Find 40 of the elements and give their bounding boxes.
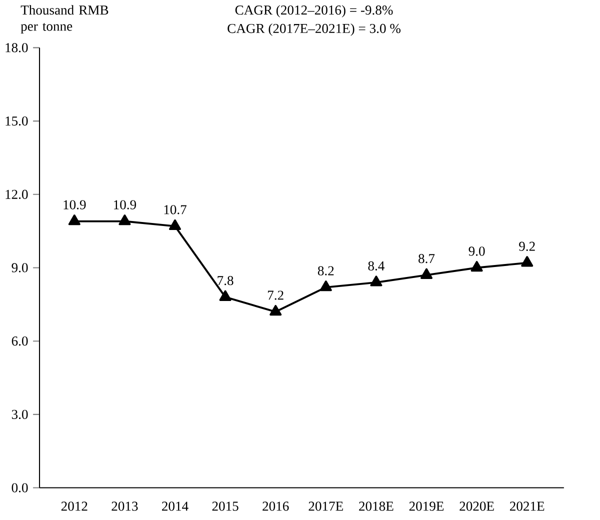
data-label: 7.2 [268,290,284,300]
x-tick-label: 2021E [510,502,544,511]
x-tick-label: 2017E [308,502,343,511]
x-tick-label: 2019E [409,502,444,511]
point [118,214,131,226]
y-tick-label: 3.0 [12,410,28,420]
x-tick-label: 2012 [61,502,88,511]
data-label: 10.9 [114,200,136,210]
point [420,268,433,280]
data-label: 9.0 [468,246,485,256]
data-label: 9.2 [519,242,535,252]
y-tick-label: 9.0 [12,263,28,273]
y-axis-title: Thousand RMB per tonne [20,5,108,34]
x-tick-label: 2020E [460,502,494,511]
point [68,214,80,226]
x-tick-label: 2018E [359,502,394,511]
point [470,261,483,272]
data-label: 10.9 [64,200,86,210]
y-tick-label: 15.0 [6,116,28,126]
y-tick-label: 0.0 [12,483,28,493]
y-tick-label: 12.0 [6,190,28,200]
data-label: 7.8 [218,276,234,286]
point [320,280,332,292]
x-tick-label: 2016 [262,502,289,511]
point [219,290,232,302]
text: CAGR (2012–2016) = -9.8% [235,5,393,18]
point [270,305,282,316]
x-tick-label: 2015 [212,502,238,511]
point [370,276,382,286]
point [169,220,182,230]
text: CAGR (2017E–2021E) = 3.0 % [228,24,400,36]
data-label: 10.7 [164,205,186,214]
y-tick-label: 6.0 [12,336,28,346]
data-label: 8.7 [418,254,435,264]
y-tick-label: 18.0 [6,43,28,53]
point [521,256,534,267]
data-label: 8.2 [318,266,334,276]
x-tick-label: 2014 [162,502,188,511]
x-tick-label: 2013 [112,502,138,511]
data-label: 8.4 [368,262,384,271]
